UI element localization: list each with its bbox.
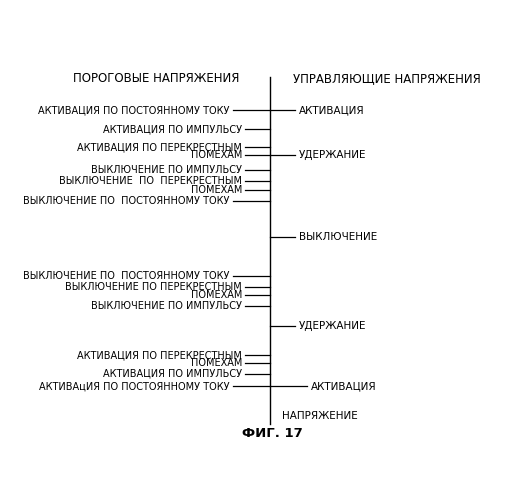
Text: АКТИВАЦИЯ ПО ИМПУЛЬСУ: АКТИВАЦИЯ ПО ИМПУЛЬСУ xyxy=(103,369,242,379)
Text: ВЫКЛЮЧЕНИЕ ПО ПЕРЕКРЕСТНЫМ: ВЫКЛЮЧЕНИЕ ПО ПЕРЕКРЕСТНЫМ xyxy=(65,282,242,292)
Text: УДЕРЖАНИЕ: УДЕРЖАНИЕ xyxy=(299,150,366,160)
Text: АКТИВАЦИЯ ПО ПОСТОЯННОМУ ТОКУ: АКТИВАЦИЯ ПО ПОСТОЯННОМУ ТОКУ xyxy=(38,105,230,115)
Text: АКТИВАцИЯ ПО ПОСТОЯННОМУ ТОКУ: АКТИВАцИЯ ПО ПОСТОЯННОМУ ТОКУ xyxy=(39,382,230,392)
Text: ВЫКЛЮЧЕНИЕ ПО ИМПУЛЬСУ: ВЫКЛЮЧЕНИЕ ПО ИМПУЛЬСУ xyxy=(91,300,242,310)
Text: ПОМЕХАМ: ПОМЕХАМ xyxy=(191,184,242,194)
Text: НАПРЯЖЕНИЕ: НАПРЯЖЕНИЕ xyxy=(282,411,358,421)
Text: ФИГ. 17: ФИГ. 17 xyxy=(242,428,303,440)
Text: ПОМЕХАМ: ПОМЕХАМ xyxy=(191,358,242,368)
Text: УПРАВЛЯЮЩИЕ НАПРЯЖЕНИЯ: УПРАВЛЯЮЩИЕ НАПРЯЖЕНИЯ xyxy=(293,72,481,85)
Text: АКТИВАЦИЯ ПО ПЕРЕКРЕСТНЫМ: АКТИВАЦИЯ ПО ПЕРЕКРЕСТНЫМ xyxy=(77,350,242,360)
Text: ВЫКЛЮЧЕНИЕ ПО  ПОСТОЯННОМУ ТОКУ: ВЫКЛЮЧЕНИЕ ПО ПОСТОЯННОМУ ТОКУ xyxy=(23,196,230,206)
Text: ВЫКЛЮЧЕНИЕ  ПО  ПЕРЕКРЕСТНЫМ: ВЫКЛЮЧЕНИЕ ПО ПЕРЕКРЕСТНЫМ xyxy=(59,176,242,186)
Text: АКТИВАЦИЯ ПО ПЕРЕКРЕСТНЫМ: АКТИВАЦИЯ ПО ПЕРЕКРЕСТНЫМ xyxy=(77,142,242,152)
Text: АКТИВАЦИЯ: АКТИВАЦИЯ xyxy=(299,105,364,115)
Text: ПОРОГОВЫЕ НАПРЯЖЕНИЯ: ПОРОГОВЫЕ НАПРЯЖЕНИЯ xyxy=(73,72,239,85)
Text: ВЫКЛЮЧЕНИЕ ПО ИМПУЛЬСУ: ВЫКЛЮЧЕНИЕ ПО ИМПУЛЬСУ xyxy=(91,165,242,175)
Text: АКТИВАЦИЯ ПО ИМПУЛЬСУ: АКТИВАЦИЯ ПО ИМПУЛЬСУ xyxy=(103,124,242,134)
Text: ВЫКЛЮЧЕНИЕ ПО  ПОСТОЯННОМУ ТОКУ: ВЫКЛЮЧЕНИЕ ПО ПОСТОЯННОМУ ТОКУ xyxy=(23,270,230,280)
Text: ПОМЕХАМ: ПОМЕХАМ xyxy=(191,290,242,300)
Text: УДЕРЖАНИЕ: УДЕРЖАНИЕ xyxy=(299,320,366,330)
Text: ВЫКЛЮЧЕНИЕ: ВЫКЛЮЧЕНИЕ xyxy=(299,232,377,242)
Text: АКТИВАЦИЯ: АКТИВАЦИЯ xyxy=(311,382,377,392)
Text: ПОМЕХАМ: ПОМЕХАМ xyxy=(191,150,242,160)
